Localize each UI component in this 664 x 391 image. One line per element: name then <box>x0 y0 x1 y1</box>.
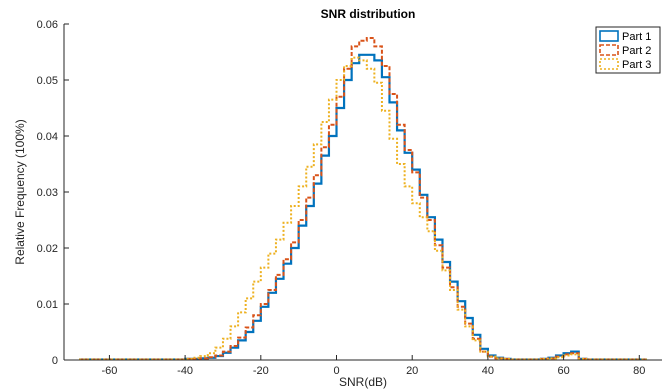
y-tick-label: 0 <box>52 355 58 367</box>
y-tick-label: 0.01 <box>37 299 58 311</box>
x-tick-label: 60 <box>557 365 569 377</box>
y-axis-title: Relative Frequency (100%) <box>13 119 27 264</box>
chart-title: SNR distribution <box>321 7 416 21</box>
y-tick-label: 0.05 <box>37 75 58 87</box>
legend: Part 1 Part 2 Part 3 <box>595 26 661 74</box>
legend-swatch-3 <box>599 58 619 70</box>
legend-box <box>595 26 661 74</box>
legend-swatch-2 <box>599 44 619 56</box>
plot-area <box>64 24 662 360</box>
x-axis-title: SNR(dB) <box>339 375 387 389</box>
y-tick-label: 0.06 <box>37 19 58 31</box>
x-tick-label: 20 <box>406 365 418 377</box>
y-tick-label: 0.04 <box>37 131 58 143</box>
series-line-3 <box>79 56 647 361</box>
x-tick-label: 80 <box>633 365 645 377</box>
legend-swatch-1 <box>599 30 619 42</box>
x-tick-label: -60 <box>101 365 117 377</box>
series-layer <box>79 37 647 361</box>
y-tick-label: 0.03 <box>37 187 58 199</box>
x-tick-label: 0 <box>333 365 339 377</box>
x-tick-label: -40 <box>177 365 193 377</box>
legend-label-2: Part 2 <box>622 45 651 57</box>
x-tick-label: 40 <box>482 365 494 377</box>
x-tick-label: -20 <box>253 365 269 377</box>
axes-layer: -60 -40 -20 0 20 40 60 80 0 0.01 0.02 0.03 0.04 0.05 0… <box>37 19 662 377</box>
legend-label-1: Part 1 <box>622 31 651 43</box>
legend-label-3: Part 3 <box>622 59 651 71</box>
y-tick-label: 0.02 <box>37 243 58 255</box>
